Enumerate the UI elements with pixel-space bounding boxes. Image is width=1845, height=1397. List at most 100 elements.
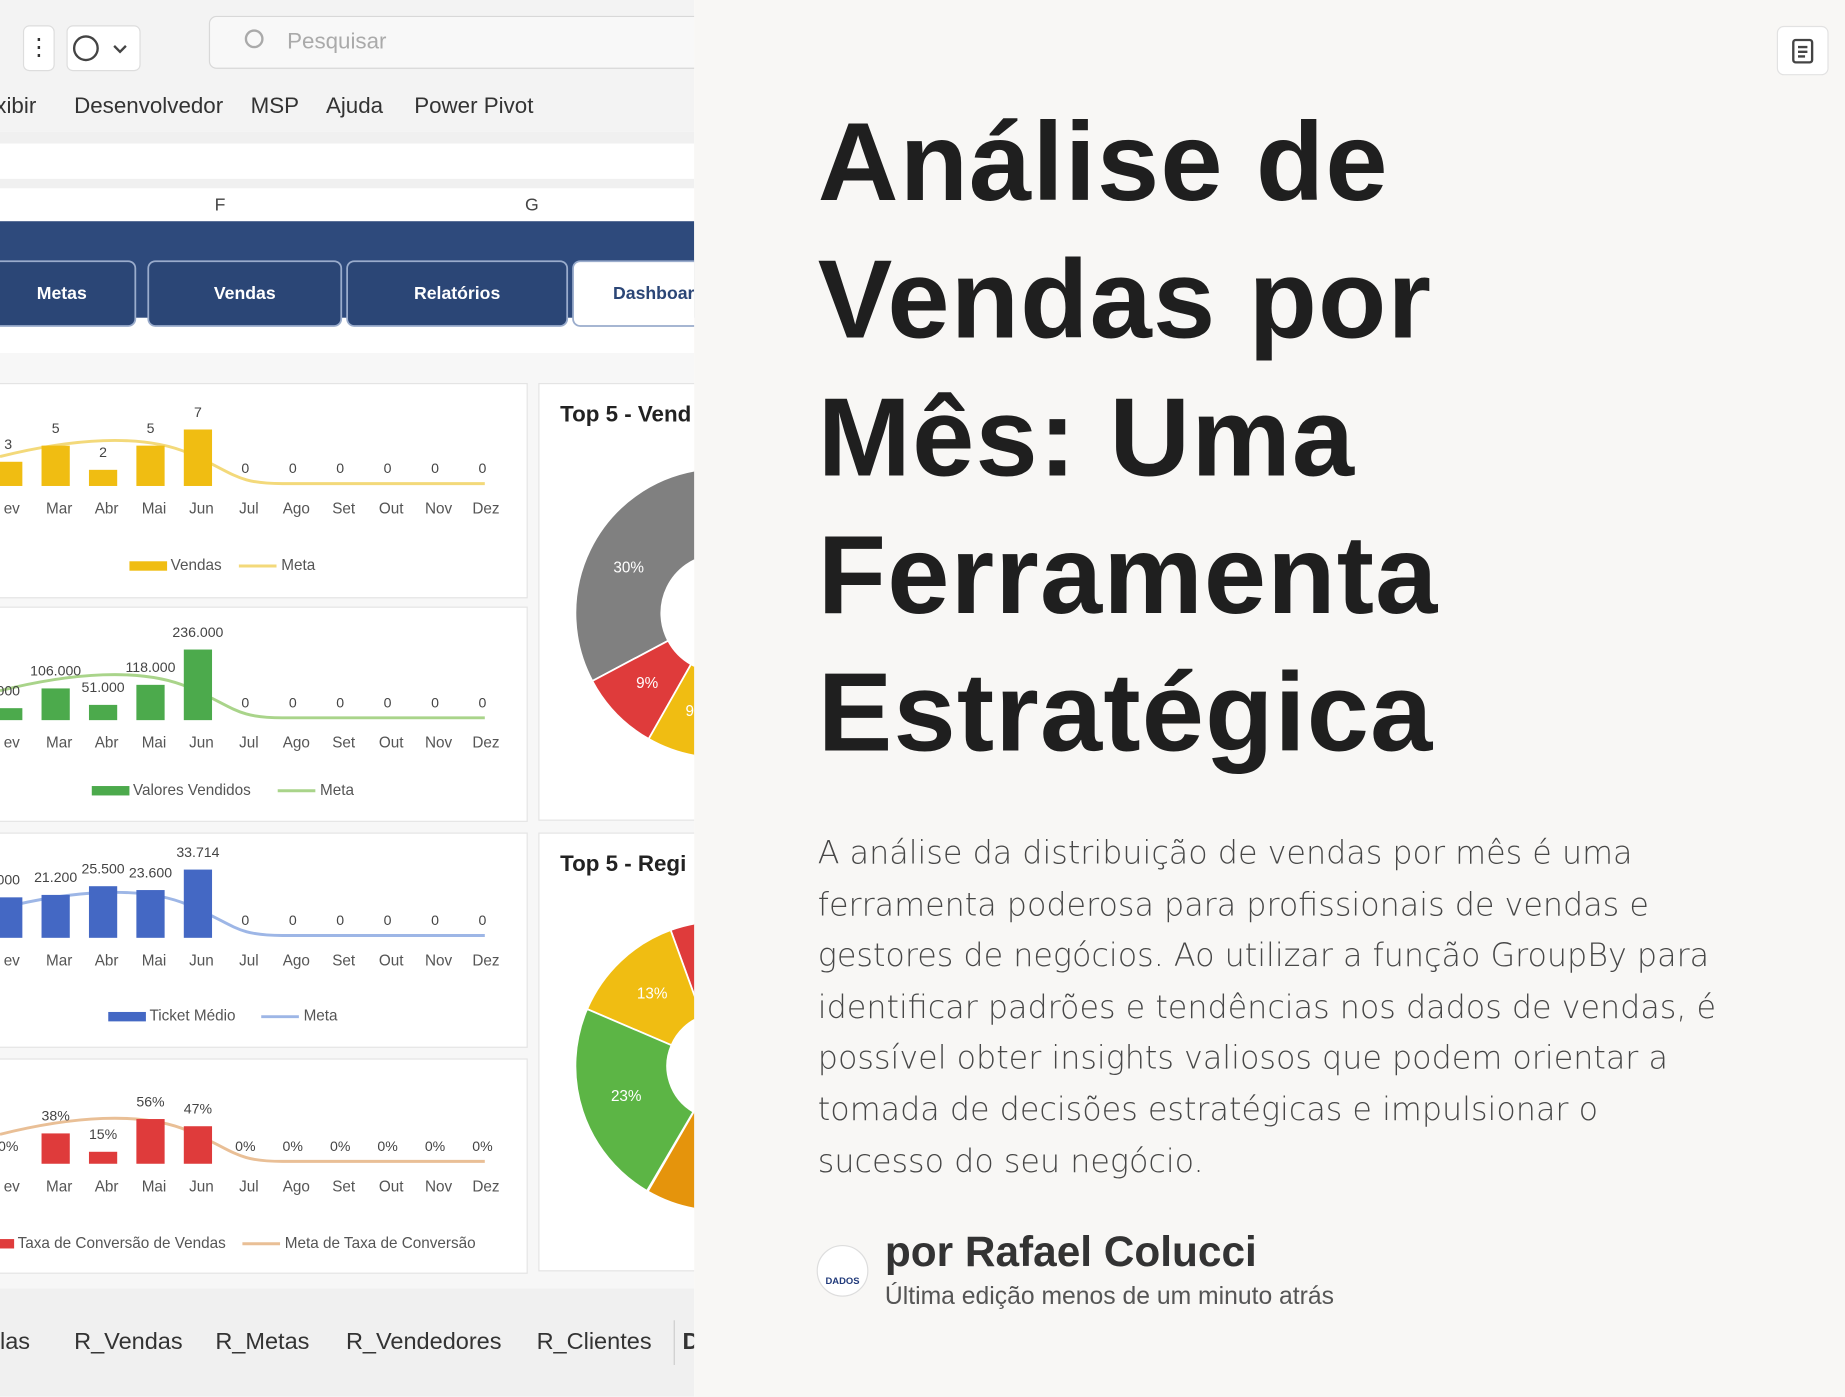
value-label: 7 xyxy=(194,404,202,420)
month-label: Ago xyxy=(283,952,310,969)
value-label: 0 xyxy=(479,912,487,928)
chart-panel xyxy=(0,832,528,1048)
menu-button[interactable] xyxy=(22,25,55,72)
month-label: Ago xyxy=(283,501,310,518)
month-label: Mai xyxy=(142,952,167,969)
bar xyxy=(88,1151,118,1164)
month-label: Jun xyxy=(189,501,214,518)
value-label: 0 xyxy=(241,460,249,476)
legend-label: Meta xyxy=(304,1008,338,1025)
value-label: 000 xyxy=(0,682,20,698)
menu-dots: ⋮ xyxy=(27,33,51,59)
pie-slice xyxy=(574,1007,695,1193)
month-label: Set xyxy=(332,1178,356,1195)
edited-note: Última edição menos de um minuto atrás xyxy=(884,1282,1334,1310)
legend-swatch xyxy=(91,786,130,796)
bar xyxy=(136,1119,165,1164)
nav-tab xyxy=(0,260,137,327)
nav-tab-label: Relatórios xyxy=(414,283,500,303)
value-label: 236.000 xyxy=(172,624,223,640)
value-label: 0 xyxy=(384,460,392,476)
month-label: Nov xyxy=(425,952,453,969)
article: Análise de Vendas por Mês: Uma Ferrament… xyxy=(694,0,1845,1397)
month-label: Jun xyxy=(189,735,214,752)
bar xyxy=(0,461,23,486)
sheet-tab: R_Clientes xyxy=(537,1328,652,1354)
month-label: Ago xyxy=(283,735,310,752)
pie-title: Top 5 - Vend xyxy=(560,401,691,426)
pie-slice xyxy=(574,469,695,683)
month-label: Dez xyxy=(472,952,499,969)
month-label: Jul xyxy=(239,735,259,752)
month-label: Out xyxy=(379,501,404,518)
value-label: 0 xyxy=(241,912,249,928)
legend-label: Vendas xyxy=(171,557,222,574)
month-label: Dez xyxy=(472,735,499,752)
value-label: 000 xyxy=(0,872,20,888)
month-label: Dez xyxy=(472,1178,499,1195)
month-label: Abr xyxy=(95,1178,119,1195)
bar xyxy=(88,469,118,486)
month-label: Jun xyxy=(189,1178,214,1195)
ribbon-tab: Ajuda xyxy=(326,93,384,118)
month-label: Jun xyxy=(189,952,214,969)
value-label: 2 xyxy=(99,444,107,460)
value-label: 5 xyxy=(147,420,155,436)
month-label: Jul xyxy=(239,952,259,969)
palette-icon xyxy=(72,35,99,62)
icon xyxy=(1792,38,1814,64)
month-label: ev xyxy=(4,1178,20,1195)
value-label: 106.000 xyxy=(30,663,81,679)
value-label: 0% xyxy=(283,1138,304,1154)
bar xyxy=(88,704,118,721)
month-label: Ago xyxy=(283,1178,310,1195)
ribbon-tab: MSP xyxy=(251,93,299,118)
formula-bar xyxy=(0,143,695,179)
month-label: Jul xyxy=(239,1178,259,1195)
value-label: 0% xyxy=(235,1138,256,1154)
month-label: ev xyxy=(4,501,20,518)
pie-label: 13% xyxy=(637,985,668,1002)
value-label: 15% xyxy=(89,1126,118,1142)
value-label: 0 xyxy=(384,912,392,928)
excel-view: ⋮ Pesquisar xibir Desenvolvedor MSP Ajuda Pow… xyxy=(0,0,695,1397)
nav-tab xyxy=(346,260,569,327)
value-label: 38% xyxy=(42,1108,71,1124)
bar xyxy=(41,894,70,938)
legend-swatch xyxy=(108,1011,146,1022)
bar xyxy=(136,890,165,938)
search-box[interactable] xyxy=(208,15,695,69)
month-label: Abr xyxy=(95,501,119,518)
search-placeholder: Pesquisar xyxy=(287,28,387,53)
value-label: 23.600 xyxy=(129,864,172,880)
value-label: 0% xyxy=(425,1138,446,1154)
palette-button[interactable] xyxy=(66,25,141,72)
value-label: 0 xyxy=(289,912,297,928)
nav-tab xyxy=(572,260,695,327)
pie-label: 23% xyxy=(611,1088,642,1105)
ribbon-tab: Desenvolvedor xyxy=(74,93,224,118)
article-title: Análise de Vendas por Mês: Uma Ferrament… xyxy=(817,100,1439,776)
bar xyxy=(183,1126,213,1164)
bar xyxy=(183,649,213,721)
page-icon-button[interactable] xyxy=(1776,25,1829,76)
bar xyxy=(41,445,70,486)
sheet-tab: D xyxy=(682,1328,694,1354)
legend-swatch xyxy=(0,1239,15,1249)
value-label: 3 xyxy=(4,436,12,452)
bar xyxy=(41,1133,70,1164)
month-label: Nov xyxy=(425,501,453,518)
month-label: Jul xyxy=(239,501,259,518)
sheet-tab: R_Vendas xyxy=(74,1328,183,1354)
chart-panel xyxy=(0,606,528,822)
nav-tab xyxy=(147,260,343,327)
month-label: Mar xyxy=(46,735,72,752)
value-label: 0% xyxy=(472,1138,493,1154)
month-label: Mar xyxy=(46,501,72,518)
chart-panel xyxy=(0,383,528,599)
month-label: ev xyxy=(4,735,20,752)
pie-label: 30% xyxy=(613,559,644,576)
legend-label: Meta xyxy=(281,557,315,574)
value-label: 0 xyxy=(384,694,392,710)
